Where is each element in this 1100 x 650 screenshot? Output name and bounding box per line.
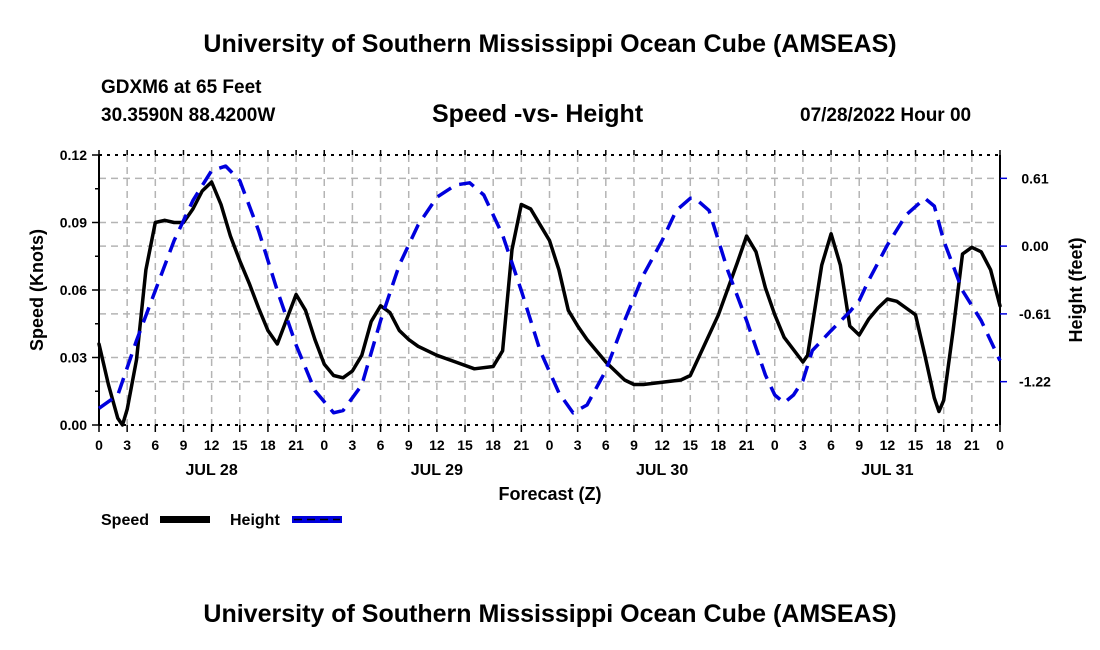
y-tick-label: 0.09 (60, 215, 87, 231)
x-tick-label: 12 (654, 437, 670, 453)
series-height-line (97, 164, 1002, 415)
x-tick-label: 12 (204, 437, 220, 453)
x-tick-label: 15 (232, 437, 248, 453)
legend-swatch-height (292, 516, 342, 523)
x-tick-label: 21 (739, 437, 755, 453)
y-axis-title: Speed (Knots) (27, 229, 47, 351)
x-tick-label: 18 (711, 437, 727, 453)
x-tick-label: 3 (349, 437, 357, 453)
x-tick-label: 6 (827, 437, 835, 453)
x-tick-label: 9 (630, 437, 638, 453)
x-tick-label: 9 (405, 437, 413, 453)
x-tick-label: 12 (429, 437, 445, 453)
x-tick-label: 0 (546, 437, 554, 453)
x-tick-label: 18 (260, 437, 276, 453)
y2-tick-label: -1.22 (1019, 374, 1051, 390)
y-tick-label: 0.03 (60, 350, 87, 366)
y-tick-label: 0.06 (60, 282, 87, 298)
x-tick-label: 0 (771, 437, 779, 453)
y2-tick-label: 0.61 (1021, 170, 1048, 186)
legend-label-speed: Speed (101, 512, 149, 529)
x-tick-label: 0 (95, 437, 103, 453)
station-label: GDXM6 at 65 Feet (101, 77, 262, 98)
x-tick-label: 3 (574, 437, 582, 453)
x-tick-label: 6 (151, 437, 159, 453)
x-tick-label: 21 (288, 437, 304, 453)
x-tick-label: 21 (964, 437, 980, 453)
x-tick-label: 3 (799, 437, 807, 453)
x-tick-label: 21 (514, 437, 530, 453)
x-tick-label: 9 (855, 437, 863, 453)
legend-swatch-speed (160, 516, 210, 523)
footer-title: University of Southern Mississippi Ocean… (203, 600, 897, 628)
y2-axis-title: Height (feet) (1066, 238, 1086, 343)
x-tick-label: 6 (602, 437, 610, 453)
y2-tick-label: -0.61 (1019, 306, 1051, 322)
x-tick-label: 18 (485, 437, 501, 453)
x-tick-label: 3 (123, 437, 131, 453)
day-label: JUL 30 (636, 462, 688, 479)
x-axis-title: Forecast (Z) (498, 484, 601, 504)
main-title: University of Southern Mississippi Ocean… (203, 30, 897, 58)
day-label: JUL 29 (411, 462, 463, 479)
series-speed-line (97, 180, 1002, 427)
y-tick-label: 0.00 (60, 417, 87, 433)
coordinates-label: 30.3590N 88.4200W (101, 105, 276, 126)
x-tick-label: 9 (180, 437, 188, 453)
x-tick-label: 0 (320, 437, 328, 453)
x-tick-label: 12 (880, 437, 896, 453)
y-tick-label: 0.12 (60, 147, 87, 163)
x-tick-label: 18 (936, 437, 952, 453)
y2-tick-label: 0.00 (1021, 238, 1048, 254)
chart-subtitle: Speed -vs- Height (432, 100, 644, 128)
day-label: JUL 28 (186, 462, 238, 479)
day-label: JUL 31 (861, 462, 913, 479)
x-tick-label: 15 (457, 437, 473, 453)
x-tick-label: 6 (377, 437, 385, 453)
legend-label-height: Height (230, 512, 280, 529)
x-tick-label: 0 (996, 437, 1004, 453)
x-tick-label: 15 (908, 437, 924, 453)
x-tick-label: 15 (682, 437, 698, 453)
forecast-date: 07/28/2022 Hour 00 (800, 105, 972, 126)
